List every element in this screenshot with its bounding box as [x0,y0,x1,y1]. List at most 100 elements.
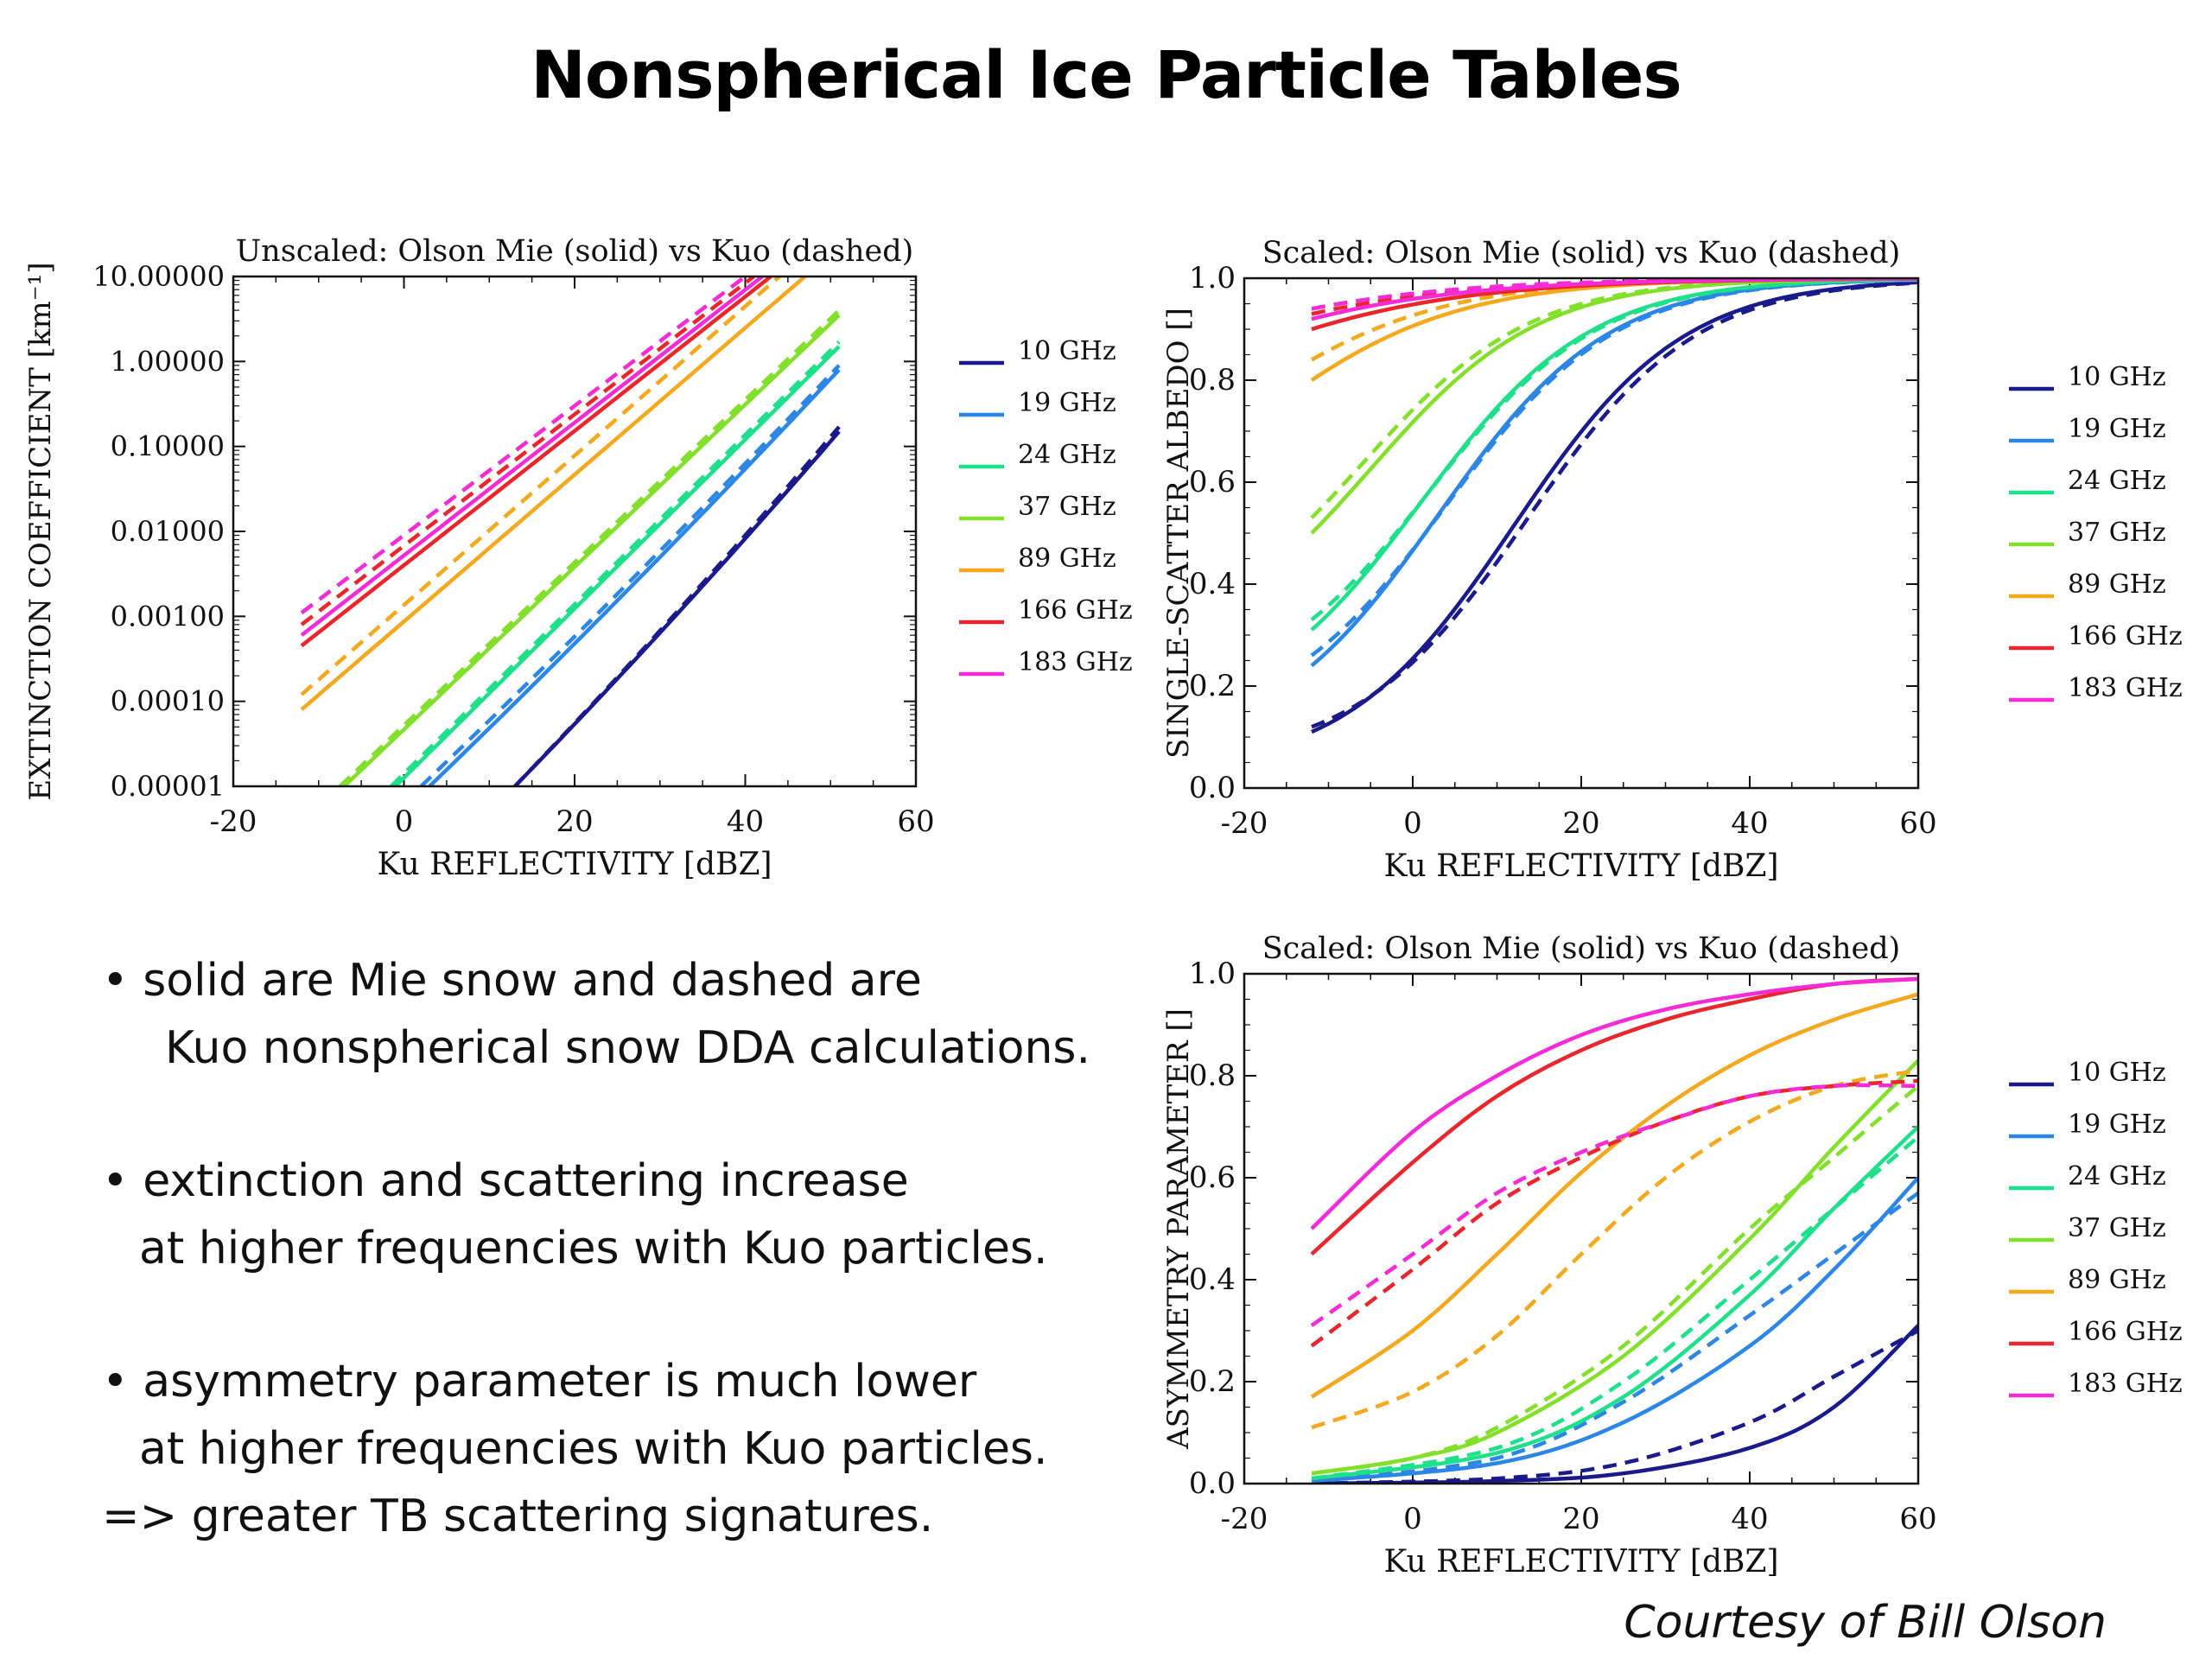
series-line-dashed [1310,278,1918,658]
series-line-dashed [300,276,781,696]
chart-title: Unscaled: Olson Mie (solid) vs Kuo (dash… [236,234,914,269]
y-tick-label: 0.0 [1189,1466,1236,1501]
y-axis-label: SINGLE-SCATTER ALBEDO [] [1161,308,1196,759]
series-line-solid [1311,1176,1918,1484]
x-axis-label: Ku REFLECTIVITY [dBZ] [377,847,772,882]
legend-label: 166 GHz [2068,621,2183,652]
x-tick-label: 60 [897,804,934,839]
series-line-dashed [1311,1084,1918,1476]
legend-label: 24 GHz [2068,1161,2166,1192]
series-line-dashed [1310,1078,1918,1348]
bullet-line: • asymmetry parameter is much lower [102,1356,977,1408]
series-line-dashed [419,364,841,786]
slide-title: Nonspherical Ice Particle Tables [531,36,1681,113]
legend-label: 37 GHz [2068,1213,2166,1243]
x-tick-label: 60 [1899,806,1936,841]
legend-label: 89 GHz [1018,543,1116,574]
x-tick-label: 40 [727,804,764,839]
series-line-dashed [300,276,747,615]
y-tick-label: 1.0 [1189,261,1236,296]
y-tick-label: 0.8 [1189,363,1236,397]
plot-frame [1243,276,1920,790]
series-line-solid [1310,278,1918,668]
legend-label: 166 GHz [2068,1317,2183,1347]
y-tick-label: 0.6 [1189,1160,1236,1195]
y-tick-label: 0.8 [1189,1058,1236,1093]
x-tick-label: -20 [1221,806,1268,841]
chart-title: Scaled: Olson Mie (solid) vs Kuo (dashed… [1262,931,1901,966]
legend-label: 19 GHz [2068,414,2166,444]
series-line-solid [1310,976,1918,1230]
bullet-line: at higher frequencies with Kuo particles… [139,1223,1048,1274]
x-tick-label: 20 [1562,1502,1599,1536]
series-line-dashed [1310,1083,1918,1327]
x-tick-label: 0 [1403,1502,1422,1536]
y-tick-label: 0.0 [1189,771,1236,805]
legend-label: 183 GHz [1018,647,1133,677]
chart-title: Scaled: Olson Mie (solid) vs Kuo (dashed… [1262,236,1901,270]
series-line-dashed [1311,281,1918,729]
x-tick-label: -20 [210,804,257,839]
series-line-solid [1311,1324,1918,1484]
series-line-dashed [1310,278,1918,622]
legend-label: 10 GHz [1018,336,1116,366]
legend-label: 10 GHz [2068,1058,2166,1088]
legend-label: 37 GHz [1018,492,1116,522]
series-line-dashed [513,425,841,786]
legend-label: 37 GHz [2068,518,2166,548]
x-tick-label: -20 [1221,1502,1268,1536]
y-tick-label: 1.0 [1189,957,1236,991]
y-tick-label: 0.00010 [111,685,225,718]
y-tick-label: 1.00000 [111,345,225,378]
plot-frame [232,275,918,788]
legend-label: 183 GHz [2068,1369,2183,1399]
plot-frame [1243,972,1920,1485]
series-line-solid [300,276,772,648]
series-line-dashed [1311,1135,1918,1481]
series-line-solid [394,345,841,786]
bullet-line: • solid are Mie snow and dashed are [102,955,922,1007]
bullet-line: => greater TB scattering signatures. [102,1491,934,1542]
series-line-solid [300,276,764,637]
x-tick-label: 20 [556,804,593,839]
legend-label: 89 GHz [2068,569,2166,600]
y-axis-label: EXTINCTION COEFFICIENT [km⁻¹] [23,262,58,800]
x-tick-label: 0 [395,804,414,839]
legend-label: 89 GHz [2068,1265,2166,1295]
y-tick-label: 0.4 [1189,1262,1236,1297]
legend-label: 19 GHz [1018,388,1116,418]
asymmetry-chart: Scaled: Olson Mie (solid) vs Kuo (dashed… [1161,931,2183,1580]
series-line-dashed [1310,278,1918,519]
albedo-chart: Scaled: Olson Mie (solid) vs Kuo (dashed… [1161,236,2183,884]
y-tick-label: 0.6 [1189,465,1236,499]
y-tick-label: 0.2 [1189,1364,1236,1399]
legend-label: 24 GHz [1018,440,1116,470]
y-tick-label: 0.2 [1189,669,1236,703]
series-line-solid [342,314,841,786]
bullet-line: Kuo nonspherical snow DDA calculations. [165,1022,1091,1074]
x-axis-label: Ku REFLECTIVITY [dBZ] [1383,1544,1778,1580]
bullet-line: at higher frequencies with Kuo particles… [139,1423,1048,1475]
y-tick-label: 0.00100 [111,600,225,632]
series-line-solid [1310,992,1918,1399]
series-line-solid [300,276,807,711]
legend-label: 19 GHz [2068,1109,2166,1140]
x-tick-label: 20 [1562,806,1599,841]
series-line-solid [428,368,841,786]
y-tick-label: 0.00001 [111,770,225,803]
legend-label: 24 GHz [2068,466,2166,496]
y-tick-label: 0.4 [1189,567,1236,601]
legend-label: 183 GHz [2068,673,2183,703]
x-tick-label: 40 [1731,1502,1768,1536]
y-tick-label: 0.10000 [111,430,225,463]
y-tick-label: 10.00000 [92,260,225,293]
legend-label: 166 GHz [1018,595,1133,626]
x-axis-label: Ku REFLECTIVITY [dBZ] [1383,849,1778,884]
extinction-chart: Unscaled: Olson Mie (solid) vs Kuo (dash… [23,234,1133,882]
series-line-solid [1311,280,1918,734]
x-tick-label: 40 [1731,806,1768,841]
y-tick-label: 0.01000 [111,515,225,548]
x-tick-label: 60 [1899,1502,1936,1536]
x-tick-label: 0 [1403,806,1422,841]
